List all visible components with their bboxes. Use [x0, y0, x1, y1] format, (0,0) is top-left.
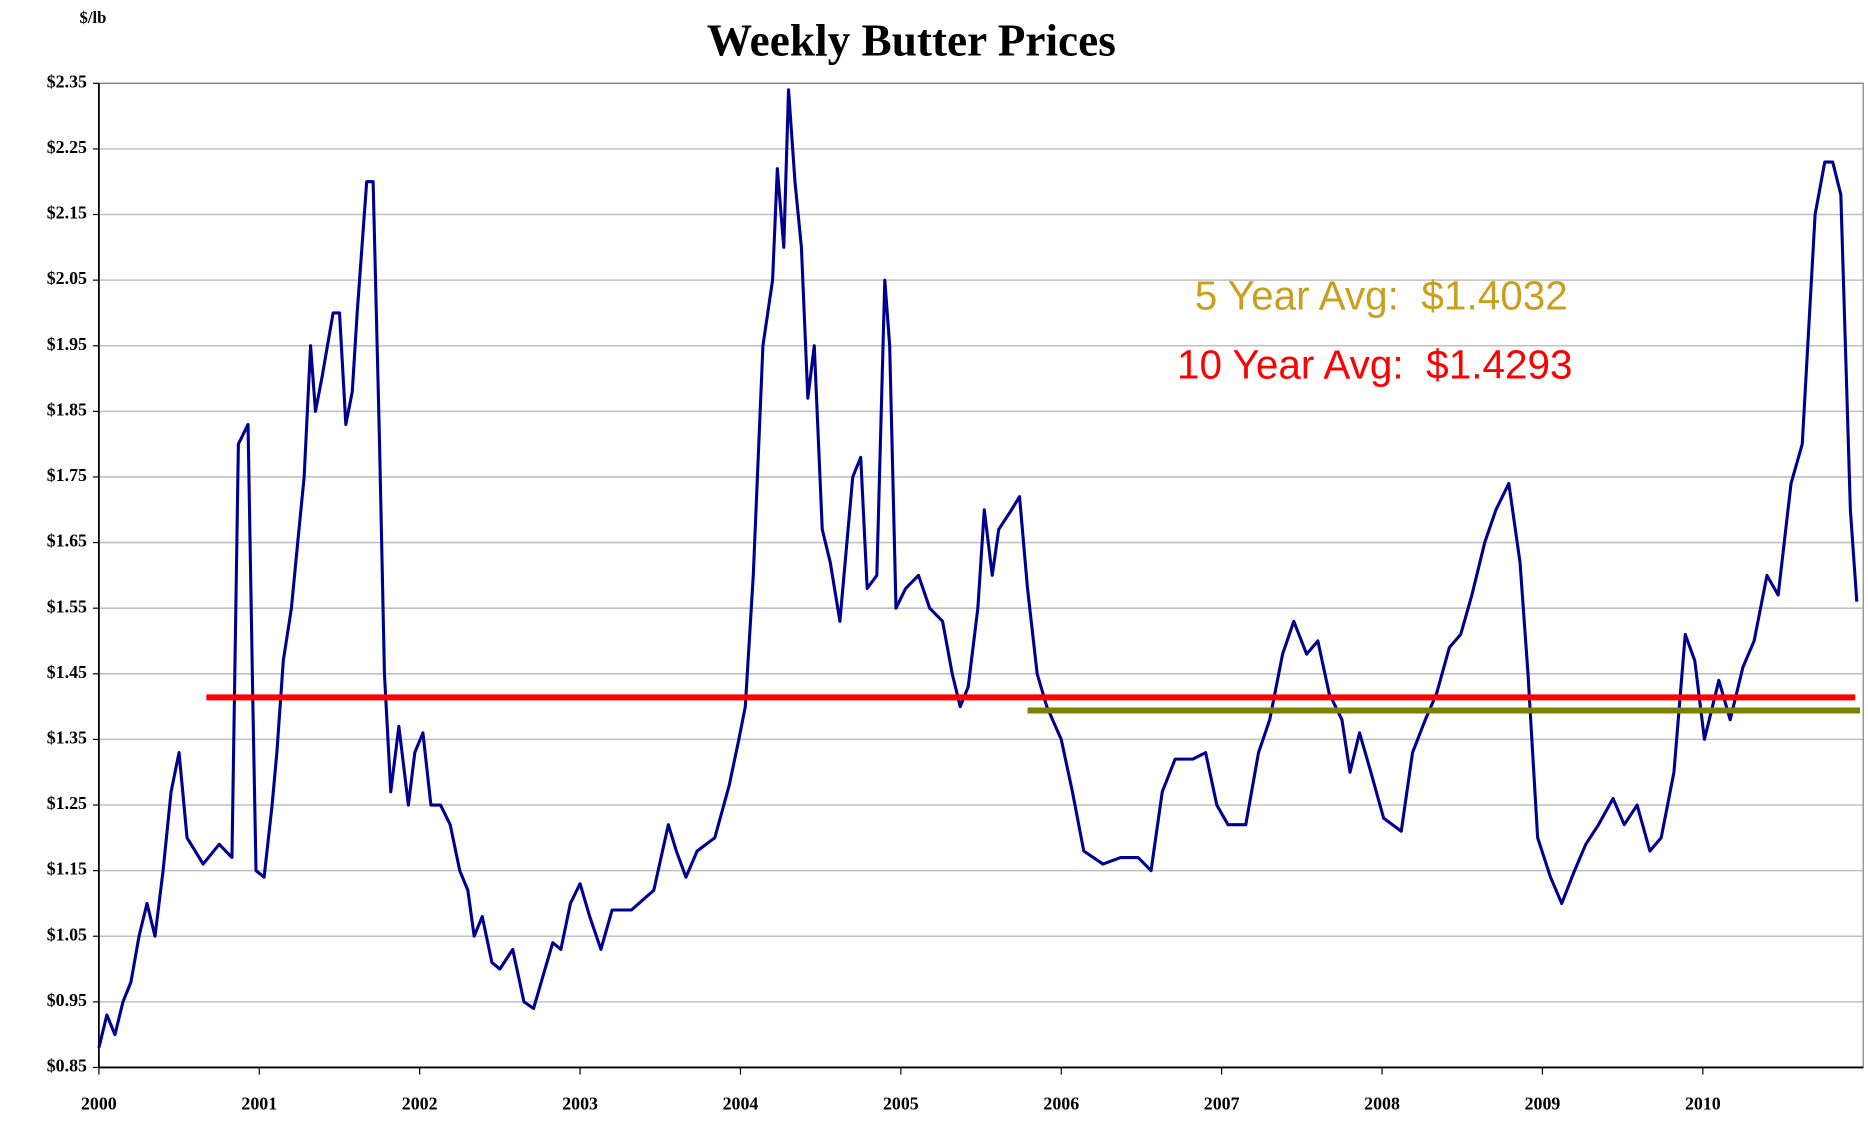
y-tick-label: $0.95 — [47, 990, 87, 1010]
y-tick-label: $2.05 — [47, 268, 87, 288]
y-tick-label: $1.95 — [47, 334, 87, 354]
y-tick-label: $0.85 — [47, 1056, 87, 1076]
chart-title: Weekly Butter Prices — [707, 16, 1116, 66]
y-tick-label: $1.55 — [47, 596, 87, 616]
x-tick-label: 2003 — [562, 1094, 598, 1114]
x-tick-label: 2007 — [1204, 1094, 1240, 1114]
y-tick-label: $2.15 — [47, 203, 87, 223]
y-tick-label: $2.35 — [47, 71, 87, 91]
price-line — [97, 88, 1859, 1049]
x-tick-label: 2000 — [81, 1094, 117, 1114]
y-tick-label: $1.35 — [47, 728, 87, 748]
average-annotation: 10 Year Avg: $1.4293 — [1177, 341, 1573, 387]
y-tick-label: $1.15 — [47, 859, 87, 879]
x-tick-label: 2004 — [723, 1094, 759, 1114]
average-annotation: 5 Year Avg: $1.4032 — [1195, 272, 1568, 318]
y-axis-label: $/lb — [79, 8, 106, 27]
x-tick-label: 2002 — [402, 1094, 438, 1114]
x-tick-label: 2008 — [1364, 1094, 1400, 1114]
x-tick-label: 2006 — [1043, 1094, 1079, 1114]
x-tick-label: 2005 — [883, 1094, 919, 1114]
y-tick-label: $1.25 — [47, 793, 87, 813]
x-tick-label: 2009 — [1525, 1094, 1561, 1114]
y-tick-label: $1.75 — [47, 465, 87, 485]
y-tick-label: $2.25 — [47, 137, 87, 157]
y-tick-label: $1.45 — [47, 662, 87, 682]
y-tick-label: $1.05 — [47, 924, 87, 944]
y-tick-label: $1.85 — [47, 399, 87, 419]
y-tick-label: $1.65 — [47, 531, 87, 551]
x-tick-label: 2010 — [1685, 1094, 1721, 1114]
x-tick-label: 2001 — [241, 1094, 277, 1114]
